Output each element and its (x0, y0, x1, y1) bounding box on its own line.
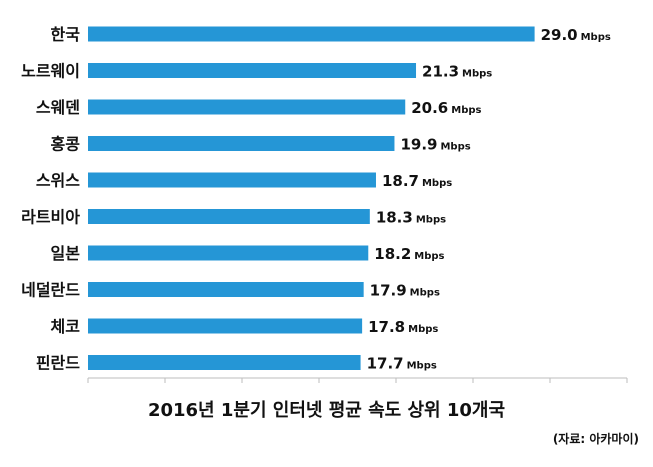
value-label: 20.6 Mbps (411, 99, 481, 117)
value-unit: Mbps (414, 251, 444, 262)
value-number: 17.9 (370, 282, 407, 300)
value-label: 17.7 Mbps (367, 355, 437, 373)
category-label: 핀란드 (36, 354, 80, 373)
bar (88, 355, 361, 370)
chart-title: 2016년 1분기 인터넷 평균 속도 상위 10개국 (147, 400, 506, 421)
value-number: 17.8 (368, 318, 405, 336)
value-unit: Mbps (440, 142, 470, 153)
bar (88, 282, 364, 297)
value-number: 19.9 (400, 136, 437, 154)
value-unit: Mbps (462, 69, 492, 80)
value-number: 29.0 (541, 26, 578, 44)
bar (88, 318, 363, 334)
chart-source: (자료: 아카마이) (552, 432, 639, 446)
category-label: 체코 (51, 317, 81, 336)
category-label: 네덜란드 (21, 281, 80, 300)
value-number: 18.7 (382, 172, 419, 190)
value-label: 19.9 Mbps (400, 136, 470, 154)
category-label: 노르웨이 (21, 62, 80, 81)
value-unit: Mbps (451, 105, 481, 116)
value-unit: Mbps (410, 288, 440, 299)
category-label: 스웨덴 (36, 98, 80, 117)
bar (88, 245, 369, 261)
value-label: 21.3 Mbps (422, 63, 492, 81)
category-label: 일본 (51, 244, 81, 263)
category-label: 스위스 (36, 171, 80, 190)
bar (88, 209, 370, 224)
bar (88, 63, 417, 78)
value-number: 17.7 (367, 355, 404, 373)
category-label: 홍콩 (51, 135, 81, 154)
value-label: 17.8 Mbps (368, 318, 438, 336)
category-label: 라트비아 (21, 208, 80, 227)
value-label: 18.7 Mbps (382, 172, 452, 190)
bar (88, 136, 395, 151)
bar (88, 99, 406, 115)
value-unit: Mbps (407, 361, 437, 372)
value-number: 18.3 (376, 209, 413, 227)
category-label: 한국 (51, 25, 81, 44)
value-unit: Mbps (422, 178, 452, 189)
value-unit: Mbps (581, 32, 611, 43)
value-number: 20.6 (411, 99, 448, 117)
bar (88, 172, 376, 188)
value-unit: Mbps (416, 215, 446, 226)
value-label: 18.2 Mbps (374, 245, 444, 263)
value-label: 18.3 Mbps (376, 209, 446, 227)
value-number: 18.2 (374, 245, 411, 263)
value-label: 29.0 Mbps (541, 26, 611, 44)
value-unit: Mbps (408, 324, 438, 335)
value-label: 17.9 Mbps (370, 282, 440, 300)
value-number: 21.3 (422, 63, 459, 81)
bar (88, 26, 535, 42)
